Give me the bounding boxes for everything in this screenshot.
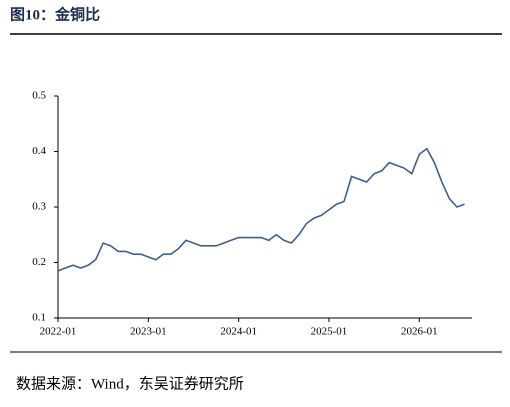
chart-title: 图10：金铜比 [10, 5, 100, 23]
data-line [57, 147, 465, 272]
y-tick-label: 0.4 [32, 145, 46, 157]
y-tick-label: 0.5 [32, 90, 46, 102]
x-tick-label: 2025-01 [311, 326, 348, 338]
x-tick-label: 2023-01 [130, 326, 167, 338]
y-tick-label: 0.3 [32, 201, 46, 213]
x-tick-label: 2026-01 [401, 326, 438, 338]
x-tick-label: 2024-01 [220, 326, 257, 338]
y-tick-label: 0.2 [32, 256, 46, 268]
y-tick-label: 0.1 [32, 312, 46, 324]
x-tick-label: 2022-01 [40, 326, 77, 338]
source-note: 数据来源：Wind，东吴证券研究所 [16, 375, 244, 392]
